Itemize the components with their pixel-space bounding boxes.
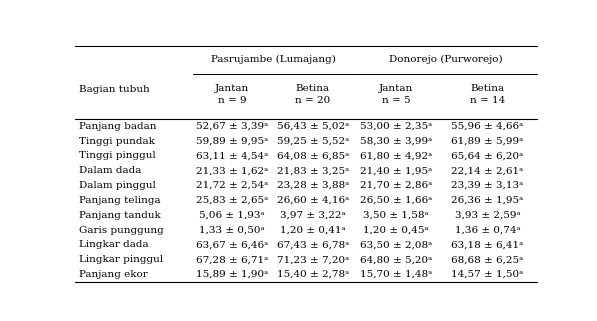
Text: 59,89 ± 9,95ᵃ: 59,89 ± 9,95ᵃ	[196, 137, 268, 146]
Text: 1,33 ± 0,50ᵃ: 1,33 ± 0,50ᵃ	[199, 226, 264, 235]
Text: Jantan
n = 5: Jantan n = 5	[379, 84, 413, 105]
Text: 3,93 ± 2,59ᵃ: 3,93 ± 2,59ᵃ	[455, 211, 521, 220]
Text: Jantan
n = 9: Jantan n = 9	[215, 84, 249, 105]
Text: 58,30 ± 3,99ᵃ: 58,30 ± 3,99ᵃ	[360, 137, 432, 146]
Text: Panjang telinga: Panjang telinga	[79, 196, 161, 205]
Text: Panjang tanduk: Panjang tanduk	[79, 211, 161, 220]
Text: 22,14 ± 2,61ᵃ: 22,14 ± 2,61ᵃ	[451, 166, 524, 175]
Text: 55,96 ± 4,66ᵃ: 55,96 ± 4,66ᵃ	[451, 122, 524, 131]
Text: 63,67 ± 6,46ᵃ: 63,67 ± 6,46ᵃ	[196, 240, 268, 249]
Text: 15,40 ± 2,78ᵃ: 15,40 ± 2,78ᵃ	[277, 270, 349, 279]
Text: 21,70 ± 2,86ᵃ: 21,70 ± 2,86ᵃ	[360, 181, 432, 190]
Text: 52,67 ± 3,39ᵃ: 52,67 ± 3,39ᵃ	[196, 122, 268, 131]
Text: Betina
n = 20: Betina n = 20	[296, 84, 331, 105]
Text: 26,36 ± 1,95ᵃ: 26,36 ± 1,95ᵃ	[451, 196, 524, 205]
Text: 21,33 ± 1,62ᵃ: 21,33 ± 1,62ᵃ	[196, 166, 268, 175]
Text: 64,80 ± 5,20ᵃ: 64,80 ± 5,20ᵃ	[360, 255, 432, 264]
Text: Garis punggung: Garis punggung	[79, 226, 164, 235]
Text: 25,83 ± 2,65ᵃ: 25,83 ± 2,65ᵃ	[196, 196, 268, 205]
Text: Panjang ekor: Panjang ekor	[79, 270, 148, 279]
Text: Donorejo (Purworejo): Donorejo (Purworejo)	[389, 55, 503, 64]
Text: 26,50 ± 1,66ᵃ: 26,50 ± 1,66ᵃ	[360, 196, 432, 205]
Text: 64,08 ± 6,85ᵃ: 64,08 ± 6,85ᵃ	[277, 152, 349, 160]
Text: Dalam dada: Dalam dada	[79, 166, 141, 175]
Text: Lingkar pinggul: Lingkar pinggul	[79, 255, 164, 264]
Text: 21,72 ± 2,54ᵃ: 21,72 ± 2,54ᵃ	[196, 181, 268, 190]
Text: 53,00 ± 2,35ᵃ: 53,00 ± 2,35ᵃ	[360, 122, 432, 131]
Text: 23,39 ± 3,13ᵃ: 23,39 ± 3,13ᵃ	[451, 181, 524, 190]
Text: Pasrujambe (Lumajang): Pasrujambe (Lumajang)	[211, 55, 336, 64]
Text: Tinggi pundak: Tinggi pundak	[79, 137, 155, 146]
Text: 61,89 ± 5,99ᵃ: 61,89 ± 5,99ᵃ	[451, 137, 524, 146]
Text: 63,50 ± 2,08ᵃ: 63,50 ± 2,08ᵃ	[360, 240, 432, 249]
Text: Lingkar dada: Lingkar dada	[79, 240, 149, 249]
Text: 67,28 ± 6,71ᵃ: 67,28 ± 6,71ᵃ	[196, 255, 268, 264]
Text: 71,23 ± 7,20ᵃ: 71,23 ± 7,20ᵃ	[277, 255, 349, 264]
Text: 56,43 ± 5,02ᵃ: 56,43 ± 5,02ᵃ	[277, 122, 349, 131]
Text: 65,64 ± 6,20ᵃ: 65,64 ± 6,20ᵃ	[451, 152, 524, 160]
Text: 3,50 ± 1,58ᵃ: 3,50 ± 1,58ᵃ	[364, 211, 429, 220]
Text: 15,89 ± 1,90ᵃ: 15,89 ± 1,90ᵃ	[196, 270, 268, 279]
Text: 21,83 ± 3,25ᵃ: 21,83 ± 3,25ᵃ	[277, 166, 349, 175]
Text: 1,20 ± 0,45ᵃ: 1,20 ± 0,45ᵃ	[364, 226, 429, 235]
Text: 67,43 ± 6,78ᵃ: 67,43 ± 6,78ᵃ	[277, 240, 349, 249]
Text: 1,36 ± 0,74ᵃ: 1,36 ± 0,74ᵃ	[455, 226, 521, 235]
Text: Bagian tubuh: Bagian tubuh	[79, 85, 150, 94]
Text: Dalam pinggul: Dalam pinggul	[79, 181, 156, 190]
Text: 26,60 ± 4,16ᵃ: 26,60 ± 4,16ᵃ	[277, 196, 349, 205]
Text: 3,97 ± 3,22ᵃ: 3,97 ± 3,22ᵃ	[280, 211, 346, 220]
Text: Tinggi pinggul: Tinggi pinggul	[79, 152, 156, 160]
Text: 21,40 ± 1,95ᵃ: 21,40 ± 1,95ᵃ	[360, 166, 432, 175]
Text: Betina
n = 14: Betina n = 14	[470, 84, 505, 105]
Text: 23,28 ± 3,88ᵃ: 23,28 ± 3,88ᵃ	[277, 181, 349, 190]
Text: Panjang badan: Panjang badan	[79, 122, 157, 131]
Text: 1,20 ± 0,41ᵃ: 1,20 ± 0,41ᵃ	[280, 226, 346, 235]
Text: 14,57 ± 1,50ᵃ: 14,57 ± 1,50ᵃ	[451, 270, 524, 279]
Text: 5,06 ± 1,93ᵃ: 5,06 ± 1,93ᵃ	[199, 211, 264, 220]
Text: 68,68 ± 6,25ᵃ: 68,68 ± 6,25ᵃ	[451, 255, 524, 264]
Text: 63,11 ± 4,54ᵃ: 63,11 ± 4,54ᵃ	[196, 152, 268, 160]
Text: 59,25 ± 5,52ᵃ: 59,25 ± 5,52ᵃ	[277, 137, 349, 146]
Text: 63,18 ± 6,41ᵃ: 63,18 ± 6,41ᵃ	[451, 240, 524, 249]
Text: 61,80 ± 4,92ᵃ: 61,80 ± 4,92ᵃ	[360, 152, 432, 160]
Text: 15,70 ± 1,48ᵃ: 15,70 ± 1,48ᵃ	[360, 270, 432, 279]
